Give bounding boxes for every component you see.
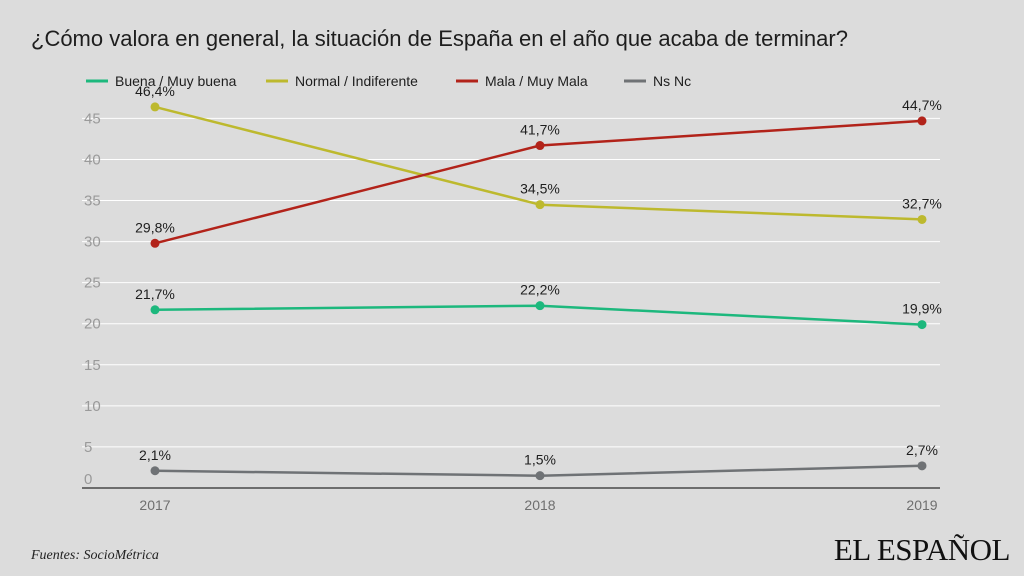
data-label: 22,2%: [520, 282, 560, 298]
y-tick-label: 5: [84, 439, 92, 456]
data-point: [917, 214, 927, 224]
y-tick-label: 10: [84, 398, 101, 415]
brand-logo: EL ESPAÑOL: [833, 532, 1011, 567]
grid: [82, 117, 940, 489]
y-tick-label: 30: [84, 234, 101, 251]
legend-item: Buena / Muy buena: [115, 73, 237, 89]
y-tick-label: 20: [84, 316, 101, 333]
data-point: [917, 320, 927, 330]
legend-item: Normal / Indiferente: [295, 73, 418, 89]
data-label: 2,7%: [906, 442, 938, 458]
x-axis: 2017 2018 2019: [139, 497, 937, 513]
data-point: [535, 301, 545, 311]
legend-item: Mala / Muy Mala: [485, 73, 588, 89]
data-label: 41,7%: [520, 122, 560, 138]
source-note: Fuentes: SocioMétrica: [31, 548, 159, 563]
data-label: 29,8%: [135, 219, 175, 235]
y-tick-label: 35: [84, 193, 101, 210]
y-tick-label: 15: [84, 357, 101, 374]
legend-item: Ns Nc: [653, 73, 691, 89]
data-label: 44,7%: [902, 97, 942, 113]
series-points: [150, 102, 927, 481]
data-point: [535, 141, 545, 151]
x-tick-label: 2019: [906, 497, 937, 513]
data-label: 1,5%: [524, 452, 556, 468]
data-point: [535, 200, 545, 210]
y-tick-label: 40: [84, 151, 101, 168]
data-point: [917, 116, 927, 126]
data-label: 21,7%: [135, 286, 175, 302]
y-tick-label: 0: [84, 471, 92, 488]
data-point: [150, 305, 160, 315]
x-tick-label: 2018: [524, 497, 555, 513]
y-axis: 0 5 10 15 20 25 30 35 40 45: [84, 110, 101, 488]
chart-title: ¿Cómo valora en general, la situación de…: [31, 26, 848, 51]
x-tick-label: 2017: [139, 497, 170, 513]
data-label: 2,1%: [139, 447, 171, 463]
legend: Buena / Muy buena Normal / Indiferente Mal…: [86, 73, 691, 89]
data-label: 46,4%: [135, 83, 175, 99]
data-label: 34,5%: [520, 181, 560, 197]
data-label: 19,9%: [902, 301, 942, 317]
data-point: [917, 461, 927, 471]
data-point: [150, 238, 160, 248]
data-point: [535, 471, 545, 481]
data-label: 32,7%: [902, 195, 942, 211]
data-point: [150, 102, 160, 112]
data-point: [150, 466, 160, 476]
data-labels: 21,7% 22,2% 19,9% 46,4% 34,5% 32,7% 29,8% 41,7%…: [135, 83, 942, 468]
y-tick-label: 45: [84, 110, 101, 127]
y-tick-label: 25: [84, 275, 101, 292]
